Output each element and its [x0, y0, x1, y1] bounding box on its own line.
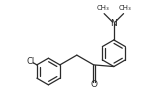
Text: CH₃: CH₃ [119, 5, 132, 11]
Text: CH₃: CH₃ [96, 5, 109, 11]
Text: Cl: Cl [26, 57, 35, 66]
Text: O: O [90, 80, 97, 89]
Text: N: N [111, 19, 117, 28]
